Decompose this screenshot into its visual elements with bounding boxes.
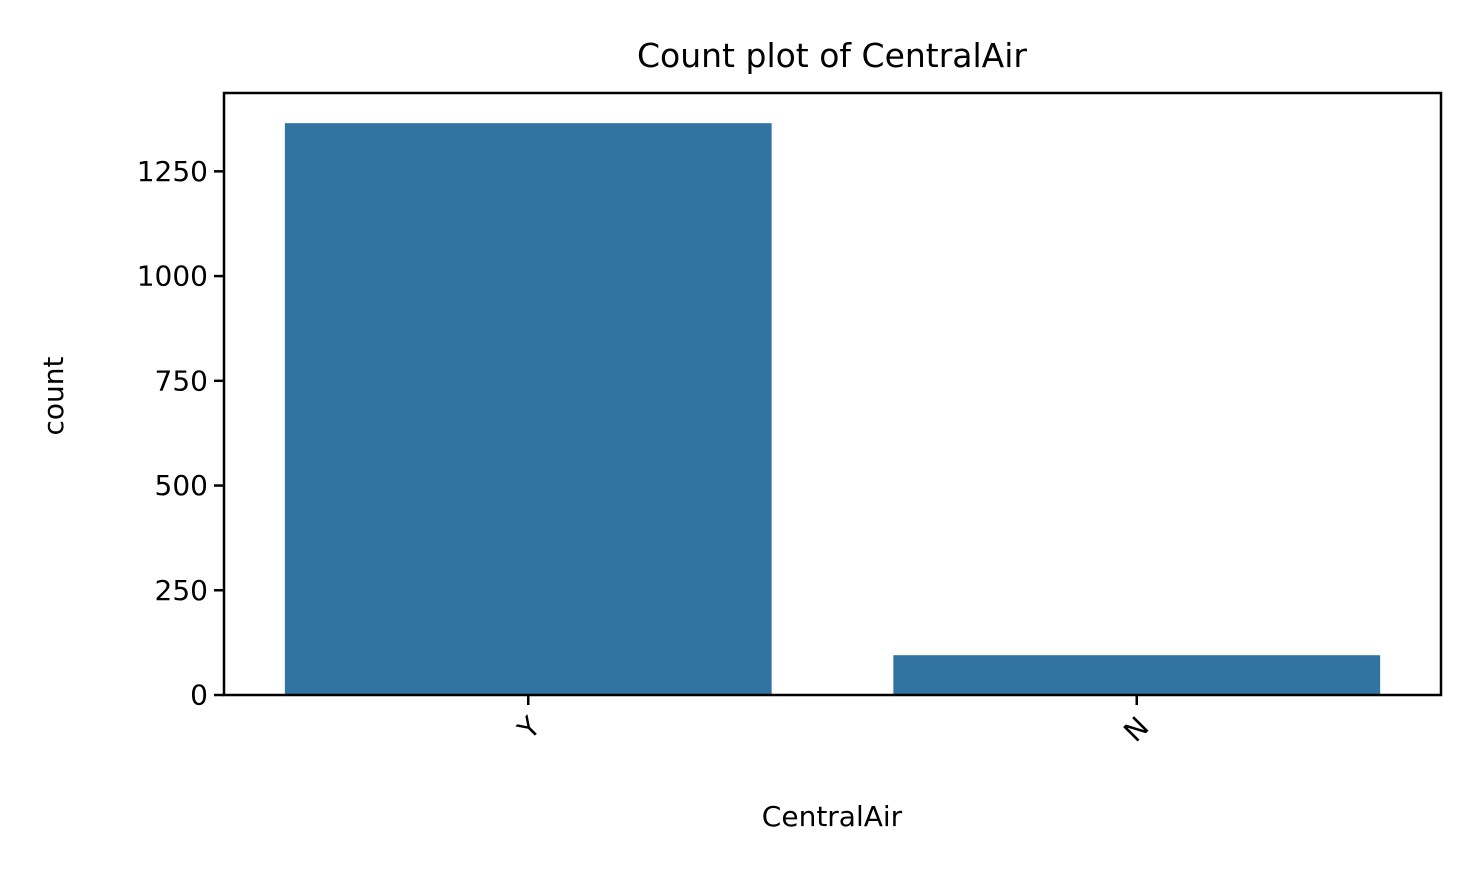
y-tick-label: 1000 [137, 260, 208, 293]
y-axis: 0 250 500 750 1000 1250 [137, 155, 224, 712]
y-axis-label: count [37, 356, 70, 435]
bar-n [893, 655, 1381, 695]
y-tick-label: 750 [155, 364, 208, 397]
y-tick-label: 500 [155, 469, 208, 502]
x-tick-label: N [1117, 710, 1155, 748]
bars-layer [284, 123, 1381, 695]
bar-y [284, 123, 772, 695]
plot-frame [222, 91, 1443, 697]
x-tick-label: Y [511, 710, 548, 747]
x-axis-label: CentralAir [762, 800, 903, 833]
y-tick-label: 0 [190, 679, 208, 712]
y-tick-label: 250 [155, 574, 208, 607]
y-tick-label: 1250 [137, 155, 208, 188]
chart-title: Count plot of CentralAir [637, 36, 1027, 75]
